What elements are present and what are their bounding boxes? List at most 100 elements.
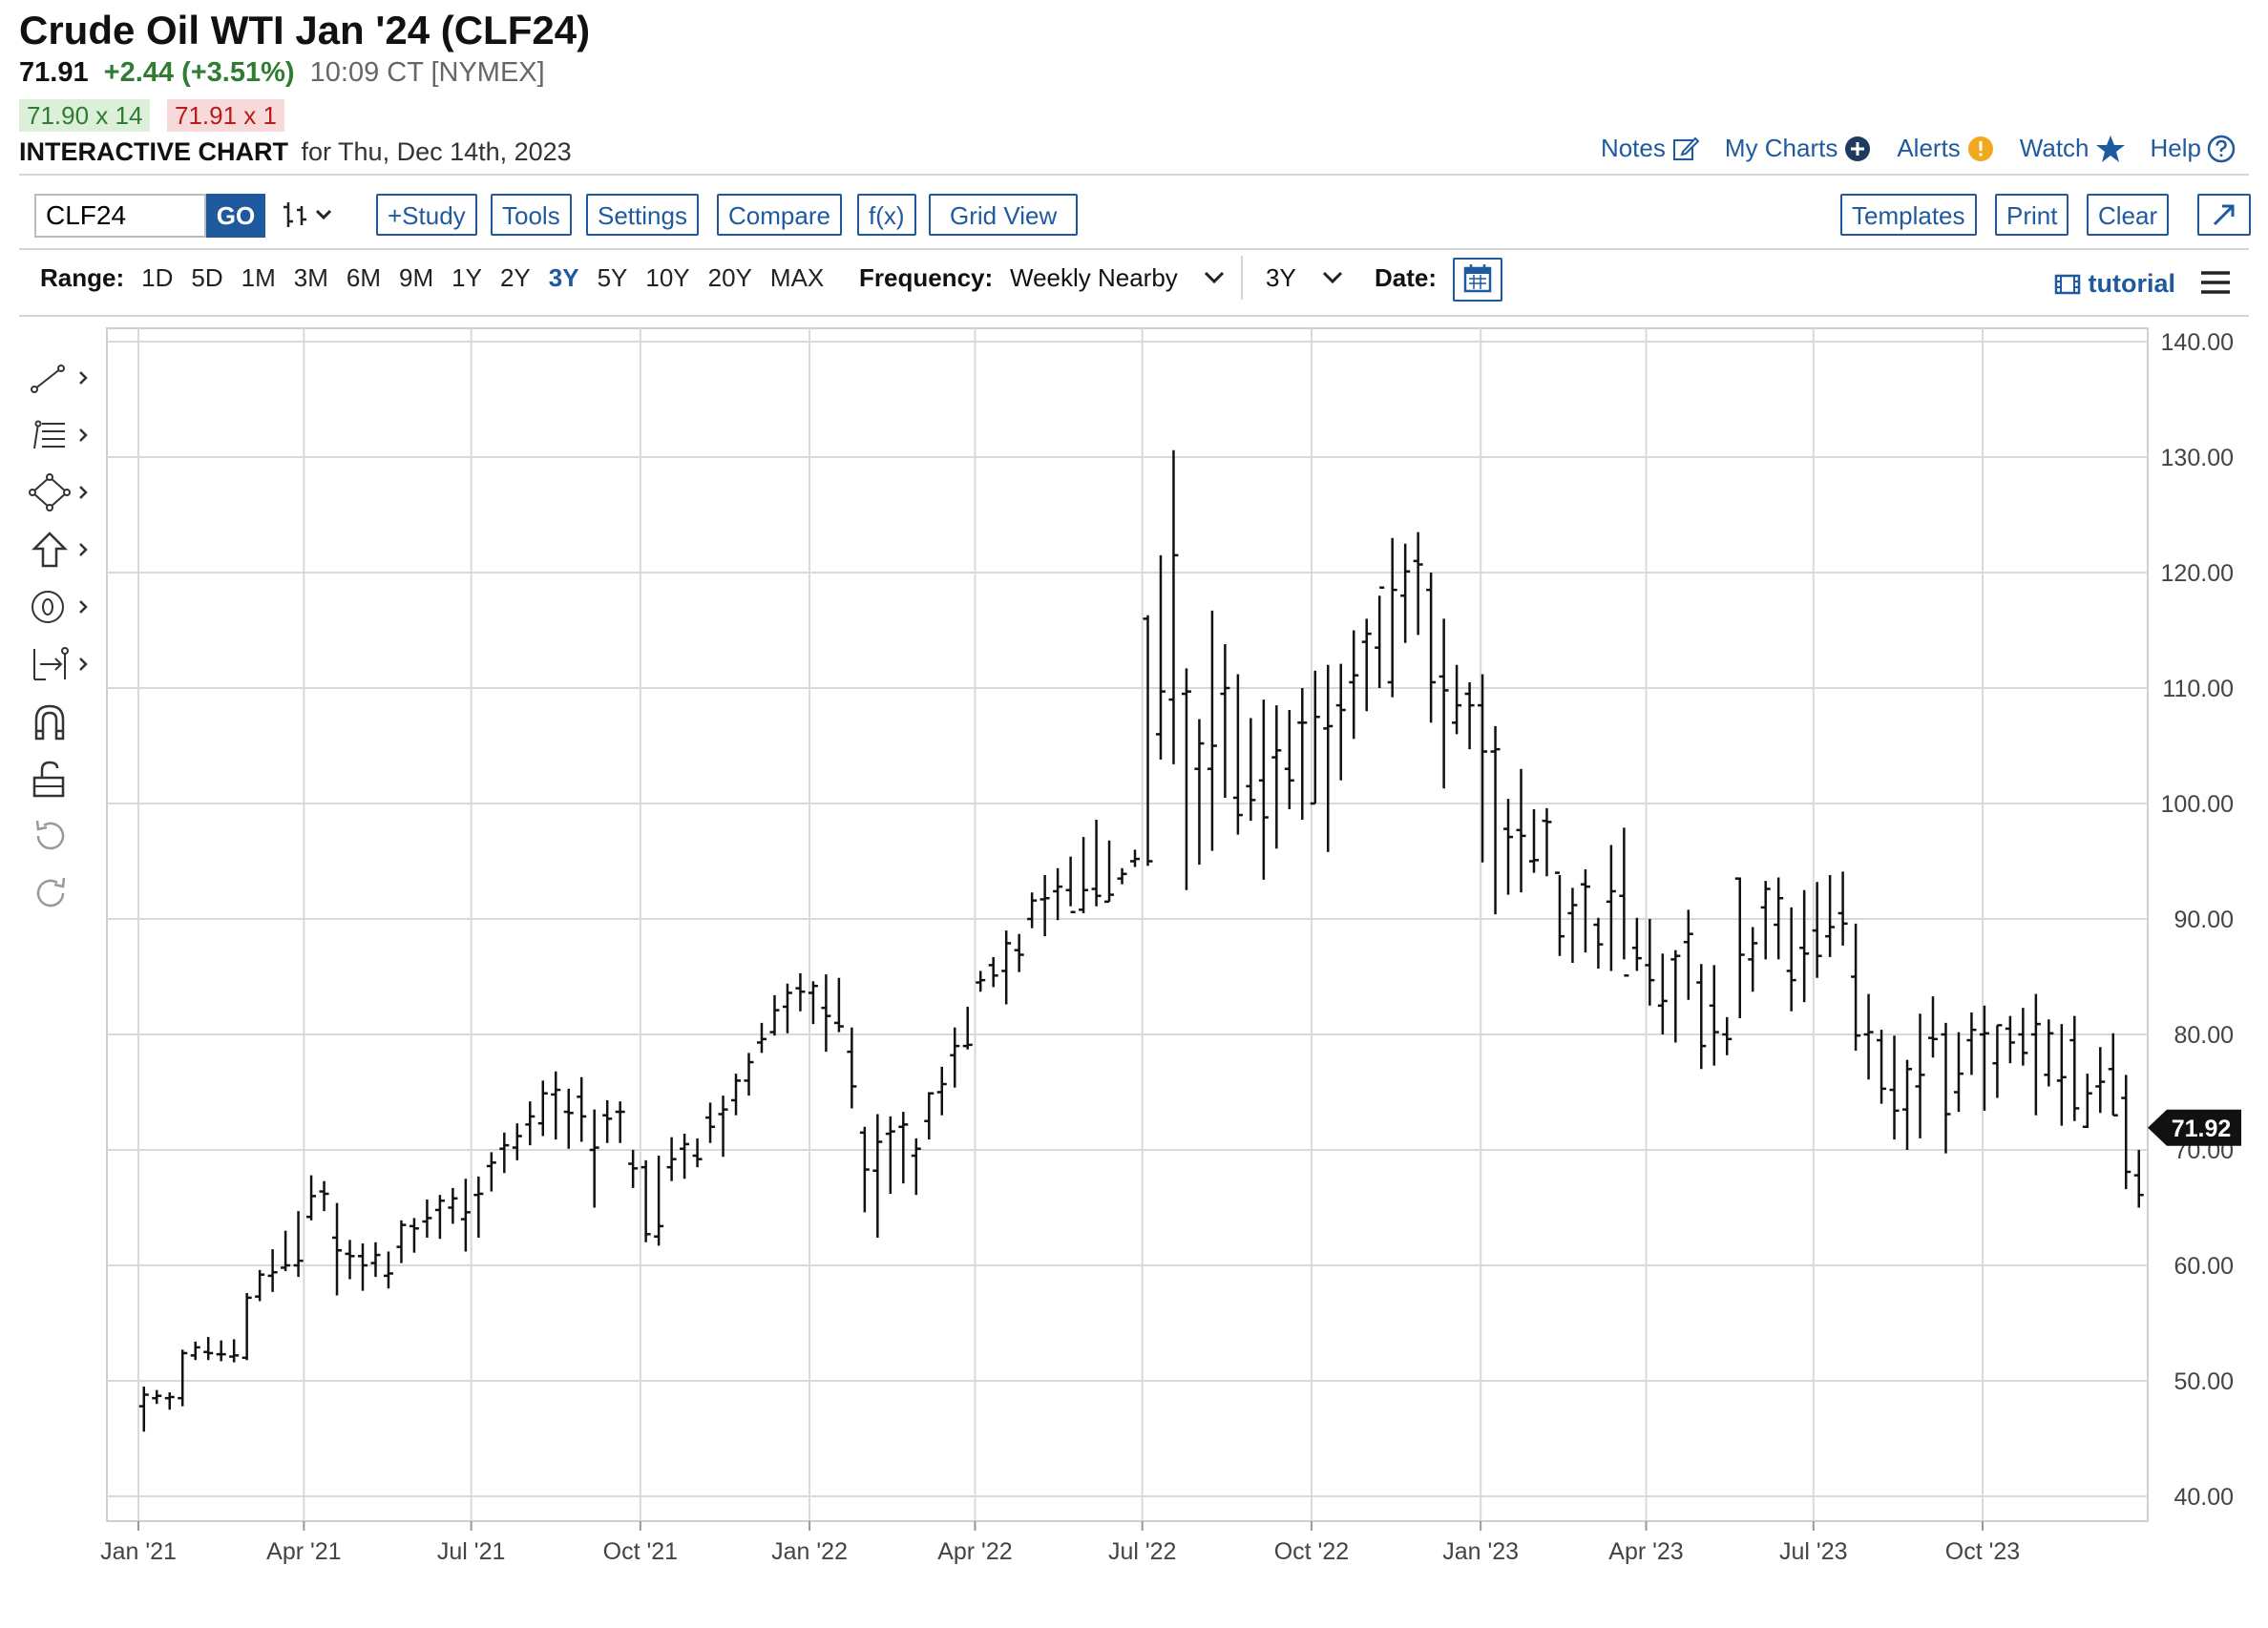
range-1y[interactable]: 1Y (452, 263, 482, 292)
ohlc-bar (640, 1159, 651, 1242)
help-link[interactable]: Help (2151, 134, 2236, 163)
ohlc-bar (1413, 532, 1423, 636)
arrow-tool-icon[interactable] (27, 531, 94, 569)
my-charts-label: My Charts (1724, 134, 1838, 162)
toolbar-divider (19, 248, 2249, 250)
undo-icon[interactable] (27, 817, 94, 855)
range-10y[interactable]: 10Y (645, 263, 690, 292)
ask-badge: 71.91 x 1 (167, 99, 284, 132)
ohlc-bar (1786, 907, 1796, 1012)
edit-icon (1672, 136, 1700, 160)
ohlc-bar (422, 1200, 432, 1238)
ohlc-bar (756, 1022, 766, 1054)
ohlc-bar (859, 1126, 870, 1213)
range-2y[interactable]: 2Y (499, 263, 531, 292)
ohlc-bar (577, 1076, 587, 1142)
date-picker-button[interactable] (1453, 258, 1502, 302)
ohlc-bar (1181, 668, 1191, 890)
ohlc-bar (409, 1218, 419, 1253)
ohlc-bar (1529, 809, 1540, 873)
ohlc-bar (2005, 1015, 2015, 1064)
range-5y[interactable]: 5Y (597, 263, 628, 292)
fib-tool-icon[interactable] (27, 416, 94, 454)
ohlc-bar (2121, 1075, 2132, 1190)
alerts-link[interactable]: Alerts (1897, 134, 1994, 163)
notes-link[interactable]: Notes (1601, 134, 1700, 163)
ohlc-bar (551, 1071, 561, 1140)
ohlc-bar (537, 1080, 548, 1137)
lock-icon[interactable] (27, 760, 94, 798)
go-button[interactable]: GO (206, 194, 265, 238)
clear-button[interactable]: Clear (2087, 194, 2170, 236)
bar-type-icon[interactable] (281, 198, 338, 233)
ohlc-bar (1104, 840, 1115, 904)
plot-frame (106, 327, 2149, 1522)
range-max[interactable]: MAX (769, 263, 825, 292)
shape-tool-icon[interactable] (27, 473, 94, 511)
frequency-select[interactable]: Weekly Nearby (1010, 263, 1227, 293)
ohlc-bar (1014, 933, 1024, 972)
range-1d[interactable]: 1D (141, 263, 174, 292)
ohlc-bar (203, 1337, 214, 1361)
ohlc-bar (1657, 953, 1668, 1034)
range-5d[interactable]: 5D (191, 263, 223, 292)
ohlc-bar (2056, 1024, 2067, 1126)
ohlc-bar (1053, 867, 1063, 921)
ohlc-bar (499, 1132, 510, 1174)
ohlc-bar (911, 1138, 921, 1196)
ohlc-bar (1207, 610, 1217, 851)
period-select[interactable]: 3Y (1266, 263, 1345, 293)
settings-button[interactable]: Settings (586, 194, 699, 236)
range-6m[interactable]: 6M (346, 263, 381, 292)
ohlc-bar (267, 1249, 278, 1292)
ohlc-bar (1001, 930, 1012, 1005)
range-9m[interactable]: 9M (399, 263, 434, 292)
ohlc-bar (486, 1152, 496, 1192)
fx-button[interactable]: f(x) (857, 194, 916, 236)
plus-circle-icon (1845, 136, 1871, 161)
ohlc-bar (847, 1027, 857, 1109)
ohlc-bar (178, 1349, 188, 1407)
ohlc-bar (1246, 718, 1256, 822)
ohlc-bar (281, 1230, 291, 1272)
print-button[interactable]: Print (1995, 194, 2069, 236)
ohlc-bar (1580, 868, 1590, 953)
ohlc-bar (615, 1101, 625, 1143)
templates-button[interactable]: Templates (1840, 194, 1977, 236)
ohlc-bar (1619, 827, 1629, 977)
ohlc-bar (319, 1180, 329, 1212)
frequency-label: Frequency: (859, 263, 994, 292)
watch-link[interactable]: Watch (2020, 134, 2126, 163)
ohlc-bar (1542, 807, 1552, 877)
symbol-input[interactable] (34, 194, 206, 238)
study-button[interactable]: +Study (376, 194, 477, 236)
tools-button[interactable]: Tools (491, 194, 572, 236)
ohlc-bar (589, 1109, 599, 1208)
chart-label: INTERACTIVE CHART (19, 137, 288, 166)
expand-button[interactable] (2197, 194, 2251, 236)
grid-view-button[interactable]: Grid View (929, 194, 1079, 236)
x-tick-label: Apr '21 (266, 1538, 341, 1565)
my-charts-link[interactable]: My Charts (1725, 134, 1872, 163)
range-3y[interactable]: 3Y (548, 263, 579, 292)
star-icon (2095, 135, 2125, 162)
ohlc-bar (782, 983, 792, 1033)
ohlc-bar (769, 994, 780, 1036)
period-value: 3Y (1266, 263, 1296, 292)
ohlc-bar (680, 1134, 690, 1179)
line-tool-icon[interactable] (27, 359, 94, 397)
magnet-icon[interactable] (27, 702, 94, 741)
ohlc-bar (1426, 573, 1437, 723)
menu-icon[interactable] (2199, 269, 2232, 296)
tutorial-link[interactable]: tutorial (2054, 269, 2175, 299)
ohlc-bar (1927, 996, 1938, 1058)
range-1m[interactable]: 1M (241, 263, 276, 292)
compare-button[interactable]: Compare (717, 194, 842, 236)
ohlc-bar (1979, 1005, 1989, 1111)
redo-icon[interactable] (27, 874, 94, 912)
range-20y[interactable]: 20Y (707, 263, 752, 292)
range-3m[interactable]: 3M (293, 263, 328, 292)
measure-tool-icon[interactable] (27, 645, 94, 683)
text-tool-icon[interactable] (27, 588, 94, 626)
